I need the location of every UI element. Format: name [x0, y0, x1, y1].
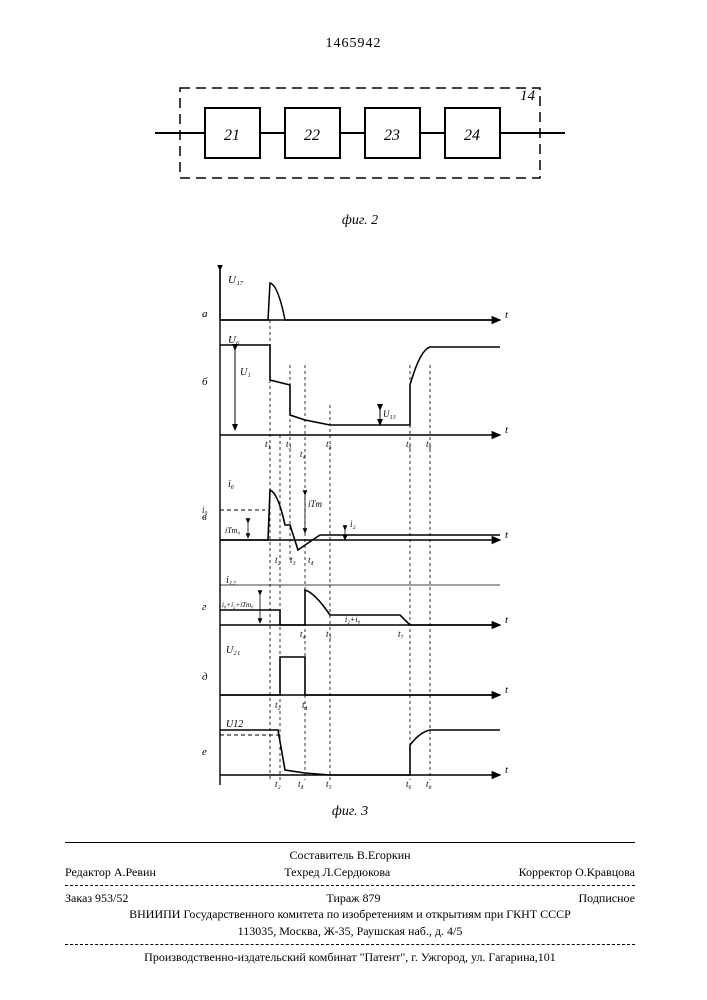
- fig2-box-4: 24: [464, 127, 480, 144]
- patent-number: 1465942: [0, 36, 707, 52]
- fig3-row-d-id: д: [202, 671, 208, 683]
- fig3-row-g-t7: t₇: [398, 629, 404, 639]
- fig3-row-c-itm0: iTm₀: [225, 526, 240, 535]
- footer-subscription: Подписное: [579, 890, 636, 907]
- footer-editor: Редактор А.Ревин: [65, 864, 156, 881]
- fig3-row-b-t1: t₁: [265, 439, 271, 449]
- fig3-row-e-t2: t₂: [275, 779, 281, 789]
- fig3-row-a-ylabel: U₁₇: [228, 274, 244, 286]
- fig3-timing-diagram: а U₁₇ t б U₆ t U₁ U₁₃ t₁: [150, 265, 550, 820]
- fig3-row-c-itm: iTm: [308, 499, 323, 509]
- fig3-row-g: г i₁₂ t i₀+i₂+iTm₀ i₂+i₉ t₄ t₅ t₇: [202, 575, 509, 639]
- footer-org2: Производственно-издательский комбинат "П…: [65, 949, 635, 966]
- fig2-box-3: 23: [384, 127, 400, 144]
- fig3-row-c-ylabel: i₆: [228, 479, 235, 490]
- fig3-row-c-i2: i₂: [350, 519, 356, 529]
- fig3-row-c-xlabel: t: [505, 529, 509, 541]
- fig3-row-a-xlabel: t: [505, 309, 509, 321]
- fig3-row-a-id: а: [202, 308, 208, 320]
- fig2-svg: 14 21 22 23 24: [150, 78, 570, 208]
- fig3-row-g-sum: i₀+i₂+iTm₀: [222, 601, 254, 609]
- fig3-row-b-t4: t₄: [300, 449, 306, 459]
- page: 1465942 14 21 22 23 24: [0, 0, 707, 1000]
- fig3-row-e-t5: t₅: [326, 779, 332, 789]
- footer-org1-addr: 113035, Москва, Ж-35, Раушская наб., д. …: [65, 923, 635, 940]
- fig3-row-d-t4: t₄: [302, 700, 308, 710]
- fig3-row-b: б U₆ t U₁ U₁₃ t₁ t₃ t₄ t₅ t₆ t₈: [202, 334, 509, 459]
- fig3-row-b-id: б: [202, 376, 208, 388]
- fig3-row-d-t2: t₂: [275, 700, 281, 710]
- fig3-row-b-t3: t₃: [286, 439, 292, 449]
- fig3-guides: [270, 320, 430, 780]
- fig3-row-b-t8: t₈: [426, 439, 432, 449]
- fig3-row-b-xlabel: t: [505, 424, 509, 436]
- fig2-boxes: 21 22 23 24: [205, 108, 565, 158]
- fig3-row-c-t2: t₂: [275, 555, 281, 565]
- fig3-row-c: в i₆ t i₀ iTm₀ iTm i₂ t₂ t₃ t₄: [202, 479, 509, 565]
- fig3-row-e-t6: t₆: [406, 779, 412, 789]
- fig2-box-2: 22: [304, 127, 320, 144]
- fig3-row-d-xlabel: t: [505, 684, 509, 696]
- fig3-row-e-id: е: [202, 746, 207, 758]
- fig2-outer-label: 14: [520, 88, 536, 104]
- fig3-row-a: а U₁₇ t: [202, 270, 509, 321]
- fig3-row-e-t4: t₄: [298, 779, 304, 789]
- fig3-row-e: е U12 t t₂ t₄ t₅ t₆ t₈: [202, 719, 509, 789]
- fig3-row-c-t3: t₃: [290, 555, 296, 565]
- footer-corrector: Корректор О.Кравцова: [519, 864, 635, 881]
- fig3-row-g-t4: t₄: [300, 629, 306, 639]
- fig2-caption: фиг. 2: [150, 213, 570, 229]
- fig3-row-e-ylabel: U12: [226, 719, 243, 730]
- fig3-row-c-t4: t₄: [308, 555, 314, 565]
- fig3-row-d: д U₂₁ t t₂ t₄: [202, 645, 509, 710]
- fig3-row-b-t5: t₅: [326, 439, 332, 449]
- footer-order: Заказ 953/52: [65, 890, 128, 907]
- footer-org1: ВНИИПИ Государственного комитета по изоб…: [65, 906, 635, 923]
- fig3-caption: фиг. 3: [150, 804, 550, 820]
- footer-tirage: Тираж 879: [326, 890, 380, 907]
- fig3-svg: а U₁₇ t б U₆ t U₁ U₁₃ t₁: [150, 265, 550, 795]
- fig3-row-b-u1: U₁: [240, 367, 251, 378]
- fig3-row-c-i0: i₀: [202, 505, 208, 515]
- fig3-row-g-ylabel: i₁₂: [226, 575, 236, 586]
- fig3-row-g-id: г: [202, 601, 207, 613]
- fig3-row-e-t8: t₈: [426, 779, 432, 789]
- fig3-row-b-u13: U₁₃: [383, 409, 396, 419]
- fig3-row-e-xlabel: t: [505, 764, 509, 776]
- fig3-row-b-t6: t₆: [406, 439, 412, 449]
- fig3-row-g-t5: t₅: [326, 629, 332, 639]
- fig2-block-diagram: 14 21 22 23 24 фиг. 2: [150, 78, 570, 229]
- fig3-row-d-ylabel: U₂₁: [226, 645, 240, 656]
- footer-block: Составитель В.Егоркин Редактор А.Ревин Т…: [65, 838, 635, 966]
- fig3-row-g-xlabel: t: [505, 614, 509, 626]
- footer-compiler: Составитель В.Егоркин: [65, 847, 635, 864]
- fig2-box-1: 21: [224, 127, 240, 144]
- fig3-row-g-i2i9: i₂+i₉: [345, 615, 361, 624]
- footer-tech: Техред Л.Сердюкова: [284, 864, 390, 881]
